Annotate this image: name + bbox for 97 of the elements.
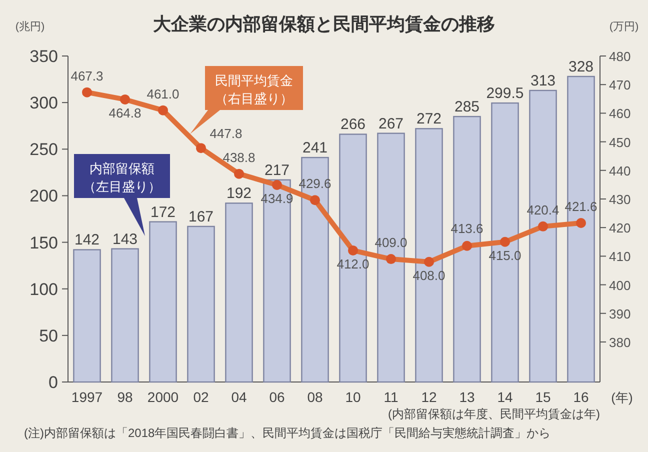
x-tick-label: 2000	[147, 389, 179, 405]
x-tick-label: 16	[573, 389, 589, 405]
y2-axis-title: (万円)	[609, 21, 639, 33]
data-label: 167	[188, 208, 214, 226]
point	[82, 87, 92, 98]
data-label: 420.4	[526, 202, 560, 218]
y2-tick-label: 460	[609, 106, 631, 122]
x-tick-label: 08	[307, 389, 323, 405]
data-label: 413.6	[450, 220, 484, 236]
y2-tick-label: 420	[609, 220, 631, 236]
data-label: 467.3	[70, 68, 104, 84]
y-tick-label: 50	[39, 326, 58, 346]
bar	[263, 179, 291, 383]
bar	[491, 102, 519, 383]
bar	[377, 132, 405, 383]
y2-tick-label: 450	[609, 134, 631, 150]
x-tick-label: 06	[269, 389, 285, 405]
point	[272, 180, 282, 190]
y-tick-label: 300	[30, 94, 58, 113]
bar	[339, 134, 367, 383]
data-label: 272	[416, 110, 442, 128]
data-label: 313	[530, 72, 556, 90]
x-tick-label: 14	[497, 389, 513, 405]
point	[120, 94, 130, 104]
x-tick-label: 11	[384, 389, 398, 405]
bar	[415, 128, 443, 383]
text: (注)内部留保額は「2018年国民春闘白書」、民間平均賃金は国税庁「民間給与実態統計調査」から	[24, 426, 551, 440]
bar	[111, 248, 139, 383]
label-series: 内部留保額（左目盛り）	[74, 154, 170, 198]
x-tick-label: 1997	[71, 389, 103, 405]
y2-tick-label: 410	[609, 249, 631, 264]
point	[500, 236, 510, 247]
point	[348, 245, 358, 256]
x-tick-label: 02	[193, 389, 209, 405]
data-label: 464.8	[108, 105, 142, 120]
data-label: 267	[378, 115, 404, 132]
point	[386, 254, 396, 264]
bar	[529, 90, 557, 383]
data-label: 429.6	[298, 176, 332, 192]
point	[462, 240, 472, 251]
x-tick-label: 04	[231, 389, 247, 405]
point	[234, 168, 244, 179]
chart-title: 大企業の内部留保額と民間平均賃金の推移	[152, 14, 495, 34]
data-label: 192	[226, 185, 252, 202]
bar	[73, 249, 101, 383]
bar	[225, 202, 253, 383]
data-label: 412.0	[336, 256, 370, 272]
x-tick-label: 10	[345, 389, 361, 405]
y-axis-title: (兆円)	[15, 20, 45, 33]
x-axis-title: (年)	[611, 390, 633, 405]
bar	[301, 156, 329, 383]
y2-tick-label: 470	[609, 78, 631, 93]
point	[424, 256, 434, 267]
x-tick-label: 13	[459, 389, 475, 405]
data-label: 241	[302, 140, 328, 157]
bar	[187, 226, 215, 383]
y-tick-label: 150	[30, 233, 58, 252]
y2-tick-label: 430	[609, 192, 631, 207]
y-tick-label: 200	[30, 186, 58, 206]
point	[158, 105, 168, 116]
x-tick-label: 12	[421, 389, 437, 405]
data-label: 434.9	[260, 190, 294, 206]
data-label: 266	[340, 116, 366, 134]
bar	[149, 221, 177, 383]
y-tick-label: 250	[30, 140, 58, 160]
data-label: 415.0	[488, 248, 522, 263]
y-tick-label: 0	[48, 373, 58, 392]
y2-tick-label: 440	[609, 163, 631, 178]
data-label: 143	[112, 230, 138, 248]
x-tick-label: 15	[535, 389, 551, 405]
y2-tick-label: 480	[609, 49, 631, 64]
label-series: 民間平均賃金（右目盛り）	[205, 66, 303, 110]
y-tick-label: 350	[30, 47, 58, 66]
data-label: 299.5	[486, 85, 524, 102]
text: (内部留保額は年度、民間平均賃金は年)	[388, 407, 600, 421]
data-label: 409.0	[374, 235, 408, 250]
data-label: 461.0	[146, 86, 180, 102]
data-label: 142	[74, 232, 100, 249]
point	[196, 143, 206, 154]
data-label: 408.0	[412, 268, 446, 283]
bar	[453, 116, 481, 383]
bar	[567, 76, 595, 383]
point	[538, 221, 548, 232]
data-label: 447.8	[210, 126, 242, 142]
data-label: 421.6	[564, 199, 598, 214]
point	[576, 218, 586, 228]
y2-tick-label: 390	[609, 306, 631, 322]
x-tick-label: 98	[117, 389, 133, 405]
point	[310, 195, 320, 206]
y2-tick-label: 400	[609, 278, 631, 293]
data-label: 438.8	[222, 150, 256, 165]
data-label: 328	[568, 58, 594, 76]
data-label: 172	[150, 204, 176, 221]
data-label: 217	[264, 162, 290, 179]
y-tick-label: 100	[30, 280, 58, 299]
data-label: 285	[454, 98, 480, 116]
y2-tick-label: 380	[609, 334, 631, 350]
